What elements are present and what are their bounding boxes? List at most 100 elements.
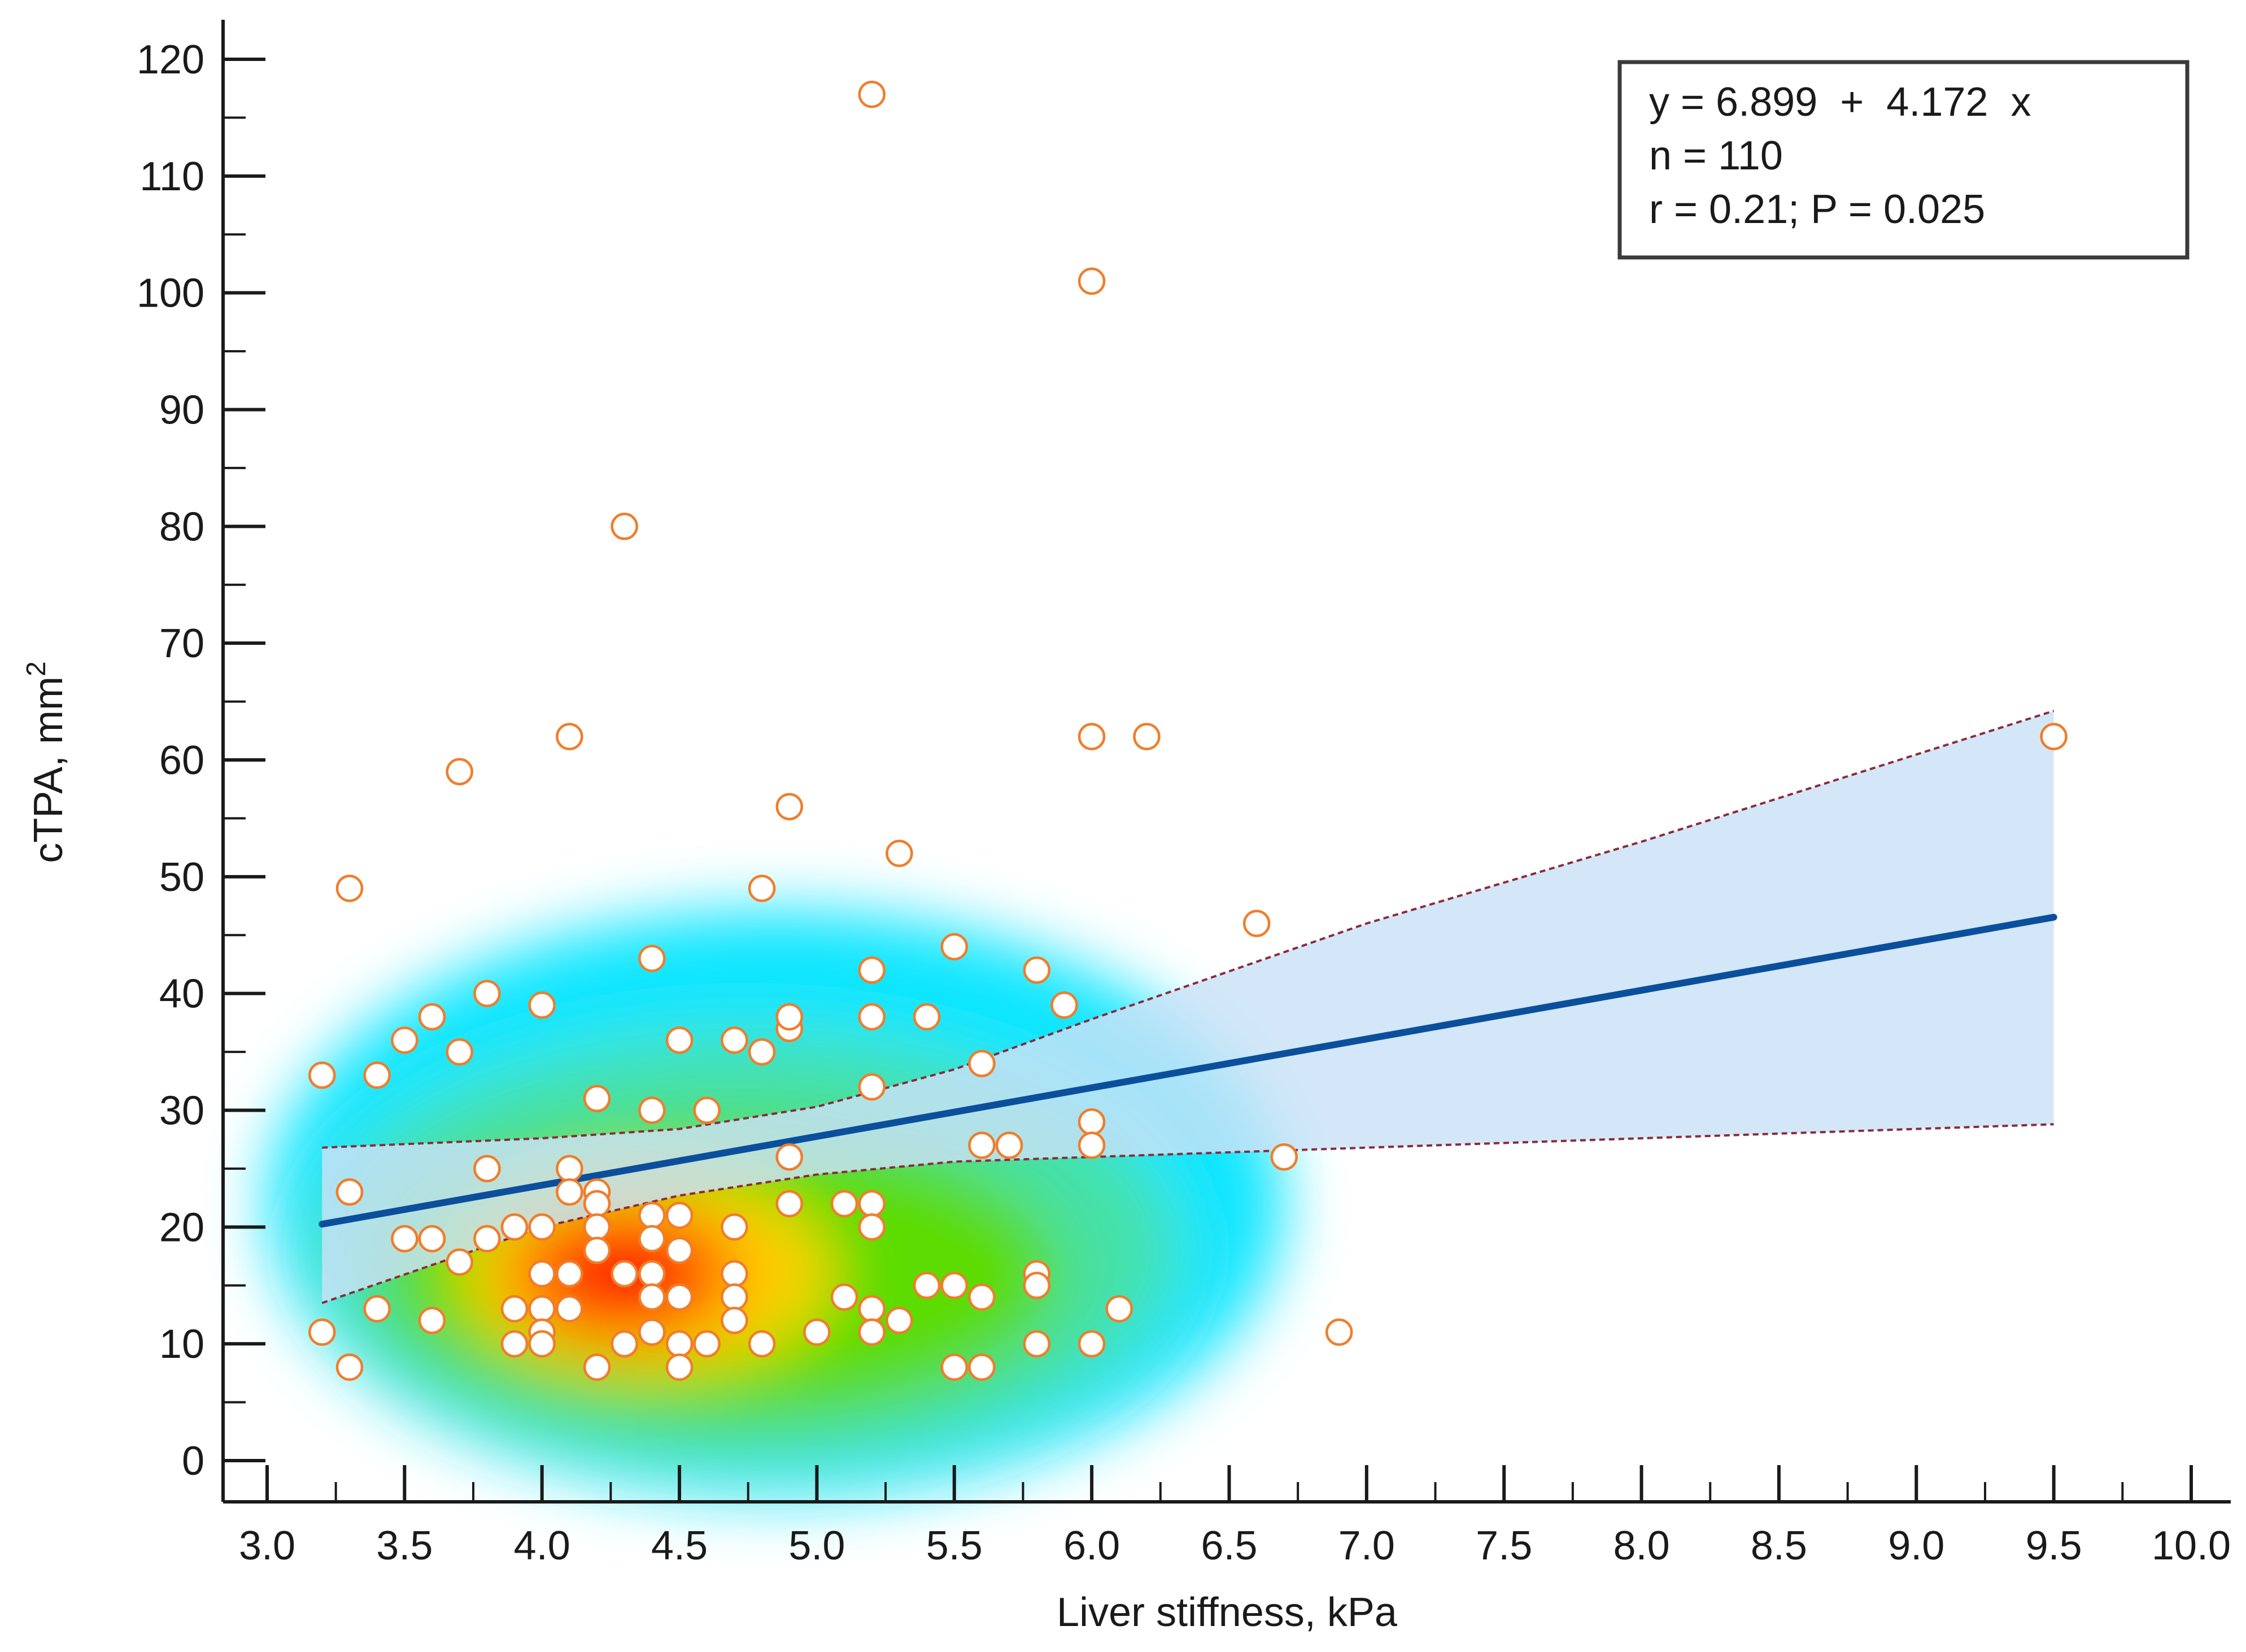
data-point xyxy=(500,1330,529,1358)
y-tick-label: 0 xyxy=(182,1439,204,1484)
data-point xyxy=(1050,991,1078,1019)
data-point xyxy=(940,1353,969,1381)
x-tick-label: 6.5 xyxy=(1201,1523,1257,1568)
data-point xyxy=(858,80,886,108)
data-point xyxy=(665,1330,694,1358)
data-point xyxy=(2040,723,2068,750)
data-point xyxy=(638,945,666,972)
data-point xyxy=(1242,910,1271,937)
data-point xyxy=(638,1283,666,1311)
y-tick-label: 10 xyxy=(159,1322,204,1367)
data-point xyxy=(556,1260,583,1288)
data-point xyxy=(335,1353,364,1381)
data-point xyxy=(528,1330,556,1358)
y-tick-label: 80 xyxy=(159,504,204,549)
y-tick-label: 40 xyxy=(159,972,204,1017)
y-tick-label: 100 xyxy=(137,271,204,316)
data-point xyxy=(721,1260,748,1288)
data-point xyxy=(638,1201,666,1229)
data-point xyxy=(1105,1295,1133,1323)
data-point xyxy=(335,1178,364,1206)
x-tick-label: 8.0 xyxy=(1613,1523,1670,1568)
data-point xyxy=(1078,1330,1106,1358)
data-point xyxy=(1325,1318,1353,1346)
data-point xyxy=(500,1213,529,1241)
data-point xyxy=(556,723,583,750)
data-point xyxy=(473,980,501,1007)
data-point xyxy=(638,1318,666,1346)
data-point xyxy=(775,793,804,820)
data-point xyxy=(583,1190,611,1218)
data-point xyxy=(1023,1330,1051,1358)
regression-line xyxy=(319,914,2057,1228)
data-point xyxy=(748,1330,776,1358)
data-point xyxy=(473,1155,501,1183)
data-point xyxy=(1270,1143,1298,1171)
data-point xyxy=(391,1026,418,1054)
data-point xyxy=(583,1213,611,1241)
data-point xyxy=(308,1318,336,1346)
data-point xyxy=(995,1131,1023,1159)
data-point xyxy=(500,1295,529,1323)
data-point xyxy=(583,1353,611,1381)
y-tick-label: 30 xyxy=(159,1089,204,1134)
data-point xyxy=(858,1213,886,1241)
data-point xyxy=(886,1306,913,1335)
data-point xyxy=(610,1330,638,1358)
data-point xyxy=(638,1260,666,1288)
data-point xyxy=(418,1225,446,1253)
data-point xyxy=(391,1225,418,1253)
data-point xyxy=(1078,1108,1106,1136)
data-point xyxy=(528,1213,556,1241)
data-point xyxy=(610,513,638,540)
data-point xyxy=(913,1271,941,1300)
data-point xyxy=(473,1225,501,1253)
data-point xyxy=(556,1295,583,1323)
regression-equation: y = 6.899 + 4.172 x xyxy=(1649,80,2031,125)
y-tick-label: 110 xyxy=(139,154,204,199)
data-point xyxy=(363,1295,391,1323)
data-point xyxy=(803,1318,831,1346)
data-point xyxy=(775,1003,804,1031)
y-tick-label: 70 xyxy=(159,621,204,666)
data-point xyxy=(748,875,776,902)
y-axis-label: cTPA, mm2 xyxy=(21,661,71,863)
data-point xyxy=(858,1073,886,1101)
x-tick-label: 5.0 xyxy=(788,1523,845,1568)
data-point xyxy=(721,1283,748,1311)
data-point xyxy=(858,956,886,984)
data-point xyxy=(721,1213,748,1241)
y-tick-label: 20 xyxy=(159,1205,204,1250)
confidence-band xyxy=(322,711,2054,1303)
data-point xyxy=(968,1131,996,1159)
data-point xyxy=(968,1050,996,1078)
data-point xyxy=(363,1061,391,1089)
data-points xyxy=(308,80,2068,1381)
data-point xyxy=(830,1283,858,1311)
x-tick-label: 7.0 xyxy=(1338,1523,1395,1568)
y-tick-label: 60 xyxy=(159,738,204,783)
data-point xyxy=(418,1306,446,1335)
data-point xyxy=(1023,956,1051,984)
data-point xyxy=(446,1248,473,1276)
y-tick-label: 90 xyxy=(159,388,204,433)
x-tick-label: 9.5 xyxy=(2026,1523,2082,1568)
y-axis-label-main: cTPA, mm xyxy=(26,676,71,863)
x-axis-ticks: 3.0 3.5 4.0 4.5 5.0 5.5 6.0 6.5 7.0 7.5 8.0 8.5 9.0 9… xyxy=(239,1465,2231,1568)
x-tick-label: 9.0 xyxy=(1888,1523,1944,1568)
data-point xyxy=(721,1306,748,1335)
data-point xyxy=(693,1330,721,1358)
y-tick-label: 50 xyxy=(159,855,204,900)
data-point xyxy=(1078,1131,1106,1159)
data-point xyxy=(638,1225,666,1253)
stats-box-frame xyxy=(1617,60,2190,260)
data-point xyxy=(968,1283,996,1311)
data-point xyxy=(528,991,556,1019)
data-point xyxy=(335,875,364,902)
confidence-upper-bound xyxy=(322,710,2055,1149)
data-point xyxy=(858,1318,886,1346)
data-point xyxy=(886,840,913,867)
data-point xyxy=(528,1260,556,1288)
data-point xyxy=(528,1295,556,1323)
